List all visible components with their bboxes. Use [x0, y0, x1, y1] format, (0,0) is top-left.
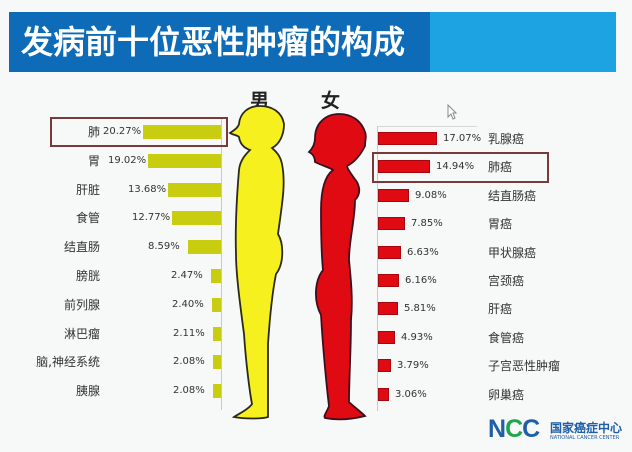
ncc-logo-chinese-name: 国家癌症中心 — [550, 421, 623, 435]
female-bar-value: 9.08% — [415, 190, 447, 201]
female-bar — [378, 274, 399, 287]
male-bar — [213, 355, 221, 369]
male-bar — [188, 240, 221, 254]
male-bar — [213, 384, 221, 398]
female-chart-top-border — [377, 126, 477, 127]
male-bar — [148, 154, 221, 168]
female-category-label: 结直肠癌 — [488, 189, 537, 203]
female-bar-value: 7.85% — [411, 218, 443, 229]
male-bar — [212, 298, 221, 312]
female-bar-value: 6.16% — [405, 275, 437, 286]
male-bar-value: 20.27% — [103, 126, 142, 137]
male-category-label: 淋巴瘤 — [63, 327, 100, 341]
female-bar-value: 17.07% — [443, 133, 482, 144]
female-bar — [378, 132, 437, 145]
female-category-label: 卵巢癌 — [488, 388, 525, 402]
female-bar — [378, 189, 409, 202]
female-category-label: 甲状腺癌 — [488, 246, 537, 260]
male-bar-value: 19.02% — [108, 155, 147, 166]
female-label: 女 — [321, 90, 341, 112]
ncc-logo-mark: NCC — [488, 415, 540, 443]
male-bar-value: 2.11% — [173, 328, 205, 339]
male-category-label: 前列腺 — [63, 298, 100, 312]
female-category-label: 食管癌 — [488, 331, 525, 345]
male-lung-highlight-box — [50, 117, 228, 147]
female-bar — [378, 359, 391, 372]
male-category-label: 胰腺 — [75, 384, 100, 398]
female-category-label: 肺癌 — [488, 160, 513, 174]
female-bar — [378, 217, 405, 230]
male-bar — [211, 269, 221, 283]
male-category-label: 脑,神经系统 — [36, 355, 100, 369]
male-bar — [143, 125, 221, 139]
title-bar: 发病前十位恶性肿瘤的构成 — [9, 12, 616, 72]
female-bar — [378, 388, 389, 401]
female-bar — [378, 160, 430, 173]
male-body-silhouette — [228, 105, 285, 420]
male-category-label: 膀胱 — [75, 269, 100, 283]
male-bar-value: 2.08% — [173, 356, 205, 367]
male-chart-axis — [221, 118, 222, 410]
female-body-silhouette — [307, 113, 367, 421]
female-bar — [378, 302, 398, 315]
male-category-label: 肝脏 — [75, 183, 100, 197]
male-bar — [213, 327, 221, 341]
male-category-label: 肺 — [87, 125, 100, 139]
female-category-label: 子宫恶性肿瘤 — [488, 359, 561, 373]
female-bar-value: 3.79% — [397, 360, 429, 371]
female-bar-value: 3.06% — [395, 389, 427, 400]
male-bar-value: 2.47% — [171, 270, 203, 281]
female-chart-axis — [377, 126, 378, 411]
page-title: 发病前十位恶性肿瘤的构成 — [21, 23, 406, 61]
female-bar-value: 4.93% — [401, 332, 433, 343]
mouse-cursor-icon — [447, 103, 458, 124]
female-bar — [378, 246, 401, 259]
male-bar-value: 2.40% — [172, 299, 204, 310]
female-bar-value: 14.94% — [436, 161, 475, 172]
male-bar-value: 8.59% — [148, 241, 180, 252]
female-bar — [378, 331, 395, 344]
male-bar-value: 12.77% — [132, 212, 171, 223]
male-category-label: 结直肠 — [63, 240, 100, 254]
male-bar — [172, 211, 221, 225]
female-bar-value: 5.81% — [404, 303, 436, 314]
male-bar — [168, 183, 221, 197]
female-category-label: 胃癌 — [488, 217, 513, 231]
title-accent-block — [430, 12, 616, 72]
female-lung-highlight-box — [372, 152, 549, 183]
female-category-label: 肝癌 — [488, 302, 513, 316]
male-category-label: 食管 — [75, 211, 100, 225]
male-bar-value: 2.08% — [173, 385, 205, 396]
male-bar-value: 13.68% — [128, 184, 167, 195]
ncc-logo-english-name: NATIONAL CANCER CENTER — [550, 435, 620, 441]
ncc-logo: NCC 国家癌症中心 NATIONAL CANCER CENTER — [488, 415, 622, 444]
female-category-label: 乳腺癌 — [488, 132, 525, 146]
female-bar-value: 6.63% — [407, 247, 439, 258]
female-category-label: 宫颈癌 — [488, 274, 525, 288]
male-category-label: 胃 — [87, 154, 100, 168]
